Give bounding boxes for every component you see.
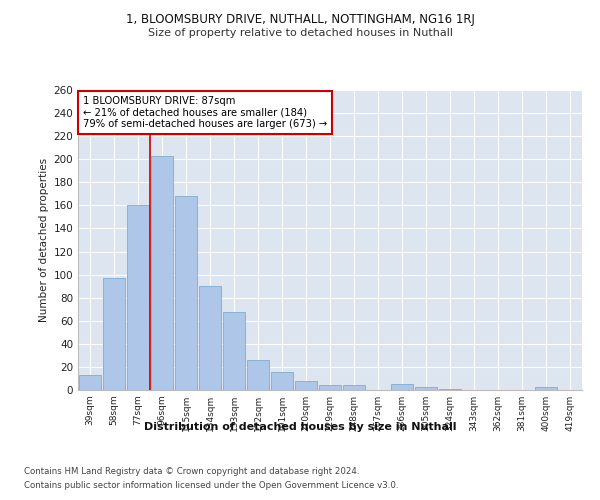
- Bar: [535, 386, 557, 390]
- Bar: [199, 286, 221, 390]
- Bar: [79, 375, 101, 390]
- Text: 1, BLOOMSBURY DRIVE, NUTHALL, NOTTINGHAM, NG16 1RJ: 1, BLOOMSBURY DRIVE, NUTHALL, NOTTINGHAM…: [125, 12, 475, 26]
- Bar: [247, 360, 269, 390]
- Bar: [295, 381, 317, 390]
- Bar: [343, 386, 365, 390]
- Text: Size of property relative to detached houses in Nuthall: Size of property relative to detached ho…: [148, 28, 452, 38]
- Bar: [151, 156, 173, 390]
- Bar: [223, 312, 245, 390]
- Bar: [271, 372, 293, 390]
- Bar: [319, 386, 341, 390]
- Y-axis label: Number of detached properties: Number of detached properties: [39, 158, 49, 322]
- Text: Contains public sector information licensed under the Open Government Licence v3: Contains public sector information licen…: [24, 481, 398, 490]
- Bar: [415, 386, 437, 390]
- Bar: [175, 196, 197, 390]
- Text: Distribution of detached houses by size in Nuthall: Distribution of detached houses by size …: [144, 422, 456, 432]
- Bar: [127, 206, 149, 390]
- Bar: [103, 278, 125, 390]
- Text: 1 BLOOMSBURY DRIVE: 87sqm
← 21% of detached houses are smaller (184)
79% of semi: 1 BLOOMSBURY DRIVE: 87sqm ← 21% of detac…: [83, 96, 327, 129]
- Text: Contains HM Land Registry data © Crown copyright and database right 2024.: Contains HM Land Registry data © Crown c…: [24, 468, 359, 476]
- Bar: [391, 384, 413, 390]
- Bar: [439, 389, 461, 390]
